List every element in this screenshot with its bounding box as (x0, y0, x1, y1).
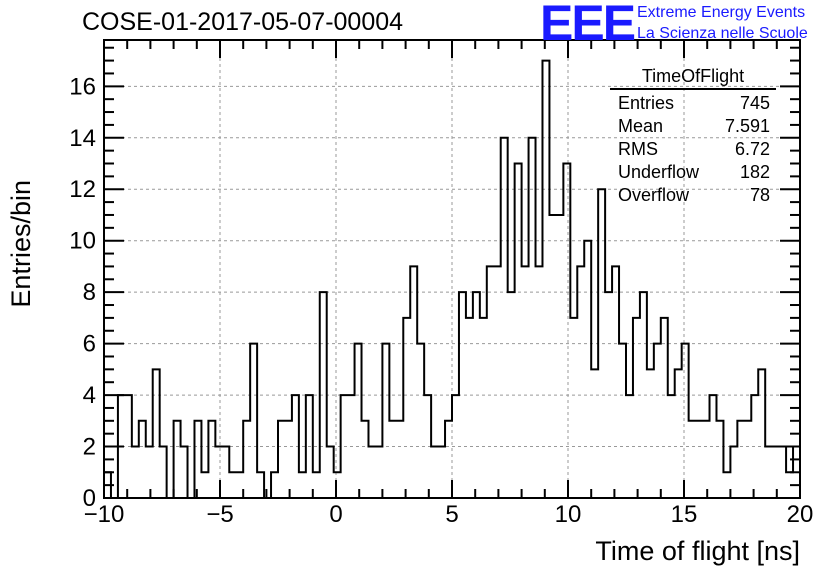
stats-label: Overflow (618, 185, 690, 205)
y-tick-label: 14 (69, 125, 96, 152)
logo-tagline-1: Extreme Energy Events (637, 4, 806, 21)
stats-label: Entries (618, 93, 675, 113)
stats-value: 182 (739, 162, 770, 182)
run-title: COSE-01-2017-05-07-00004 (82, 8, 404, 36)
y-axis-label: Entries/bin (6, 180, 36, 308)
tick-labels: −10 −5 0 5 10 15 20 0 2 4 6 8 10 12 14 16 (69, 73, 813, 528)
stats-row-underflow: Underflow 182 (610, 161, 776, 184)
x-axis-label: Time of flight [ns] (595, 536, 800, 566)
x-tick-label: −10 (84, 501, 125, 528)
axis-ticks (103, 40, 801, 499)
y-tick-label: 8 (83, 279, 96, 306)
x-tick-label: −5 (206, 501, 233, 528)
stats-row-rms: RMS 6.72 (610, 138, 776, 161)
x-tick-label: 10 (555, 501, 582, 528)
x-tick-label: 0 (329, 501, 342, 528)
stats-value: 6.72 (734, 139, 770, 159)
stats-value: 7.591 (724, 116, 770, 136)
stats-row-overflow: Overflow 78 (610, 184, 776, 207)
y-tick-label: 2 (83, 434, 96, 461)
stats-title: TimeOfFlight (610, 66, 776, 90)
y-tick-label: 16 (69, 73, 96, 100)
y-tick-label: 10 (69, 228, 96, 255)
stats-row-entries: Entries 745 (610, 92, 776, 115)
stats-value: 745 (739, 93, 770, 113)
stats-label: Mean (618, 116, 664, 136)
x-tick-label: 5 (445, 501, 458, 528)
stats-box: TimeOfFlight Entries 745 Mean 7.591 RMS … (610, 66, 776, 207)
y-tick-label: 0 (83, 485, 96, 512)
y-tick-label: 4 (83, 382, 96, 409)
stats-label: RMS (618, 139, 658, 159)
stats-row-mean: Mean 7.591 (610, 115, 776, 138)
histogram-outline (103, 59, 801, 499)
x-tick-label: 20 (787, 501, 814, 528)
x-tick-label: 15 (671, 501, 698, 528)
y-tick-label: 6 (83, 331, 96, 358)
y-tick-label: 12 (69, 176, 96, 203)
eee-logo-mark: EEE (540, 0, 636, 51)
logo-tagline-2: La Scienza nelle Scuole (637, 25, 808, 42)
grid-lines (104, 40, 800, 498)
stats-label: Underflow (618, 162, 700, 182)
stats-value: 78 (749, 185, 770, 205)
